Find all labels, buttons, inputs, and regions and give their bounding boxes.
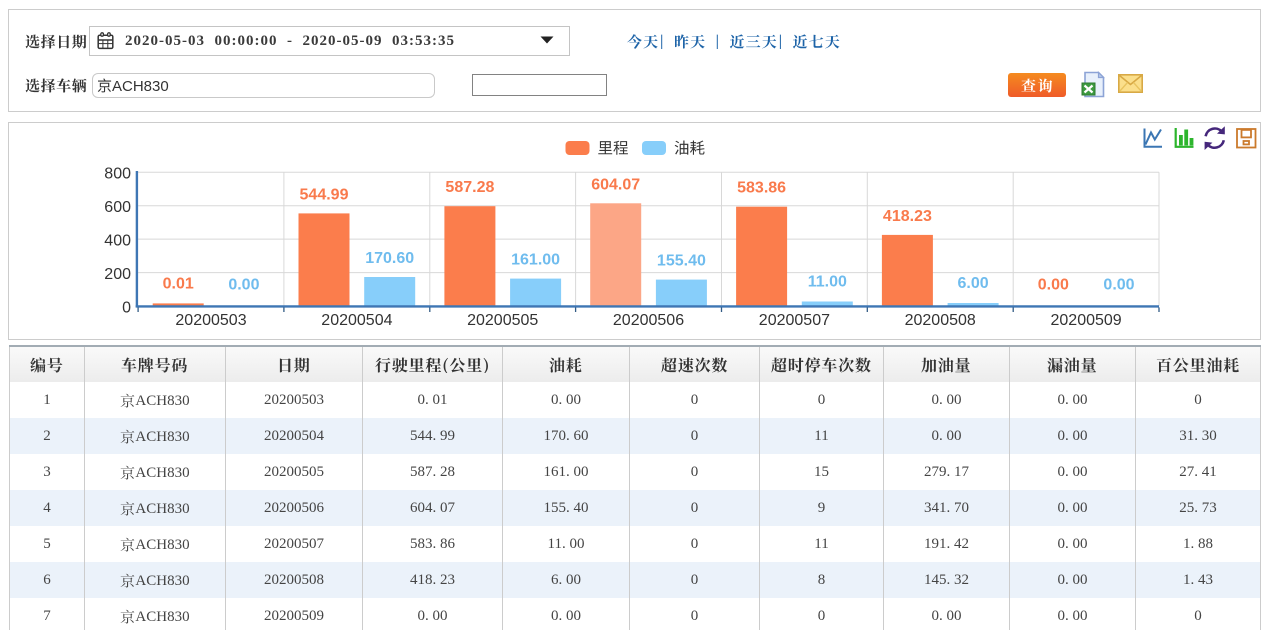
- svg-text:20200507: 20200507: [759, 312, 830, 329]
- svg-text:6.00: 6.00: [958, 275, 989, 292]
- svg-text:418.23: 418.23: [883, 208, 932, 225]
- svg-text:583.86: 583.86: [737, 180, 786, 197]
- svg-text:200: 200: [104, 266, 131, 283]
- svg-text:400: 400: [104, 232, 131, 249]
- svg-text:600: 600: [104, 199, 131, 216]
- svg-text:604.07: 604.07: [591, 176, 640, 193]
- svg-text:20200508: 20200508: [905, 312, 976, 329]
- svg-text:0.00: 0.00: [228, 277, 259, 294]
- svg-text:20200506: 20200506: [613, 312, 684, 329]
- svg-text:587.28: 587.28: [445, 179, 494, 196]
- svg-text:20200505: 20200505: [467, 312, 538, 329]
- svg-text:0.01: 0.01: [163, 275, 194, 292]
- svg-text:170.60: 170.60: [365, 250, 414, 267]
- svg-text:11.00: 11.00: [808, 274, 847, 291]
- svg-text:20200509: 20200509: [1051, 312, 1122, 329]
- svg-text:155.40: 155.40: [657, 253, 706, 270]
- svg-text:0: 0: [122, 299, 131, 316]
- svg-text:0.00: 0.00: [1038, 277, 1069, 294]
- svg-text:161.00: 161.00: [511, 252, 560, 269]
- svg-text:0.00: 0.00: [1103, 277, 1134, 294]
- svg-text:20200504: 20200504: [321, 312, 392, 329]
- svg-text:544.99: 544.99: [300, 186, 349, 203]
- svg-text:20200503: 20200503: [175, 312, 246, 329]
- svg-text:800: 800: [104, 166, 131, 183]
